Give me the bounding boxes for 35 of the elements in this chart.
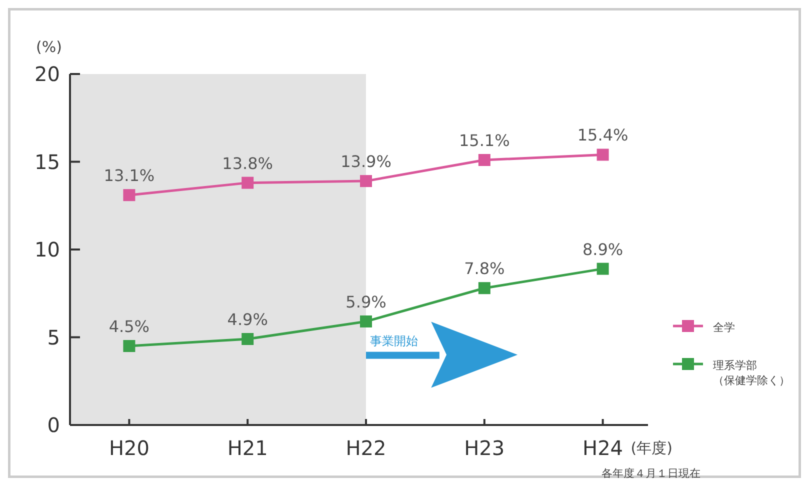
point — [596, 148, 609, 161]
text: 15.1% — [458, 130, 510, 150]
x-axis-title: (年度) — [630, 439, 673, 457]
text: 7.8% — [464, 259, 505, 278]
y-axis-title: (%) — [36, 38, 62, 56]
x-tick-label: H23 — [464, 436, 505, 460]
x-tick-label: H22 — [346, 436, 386, 460]
text: 8.9% — [582, 240, 624, 259]
point — [123, 340, 136, 352]
legend-label: 全学 — [713, 321, 735, 334]
y-tick-label: 15 — [34, 150, 60, 174]
point — [596, 262, 609, 275]
x-tick-label: H24 — [582, 436, 624, 460]
text: 5.9% — [346, 292, 386, 312]
y-tick-label: 10 — [34, 238, 60, 262]
legend-label: 理系学部（保健学除く） — [713, 359, 790, 387]
point — [360, 315, 372, 328]
point — [242, 176, 254, 189]
point — [123, 189, 136, 202]
text: 4.9% — [227, 310, 268, 330]
point — [478, 154, 490, 166]
text: 15.4% — [577, 126, 628, 145]
y-tick-label: 0 — [47, 413, 60, 437]
point — [360, 175, 372, 188]
annotation: 事業開始 — [370, 334, 418, 348]
point — [478, 282, 490, 294]
text: 13.8% — [222, 154, 274, 173]
point — [242, 333, 254, 346]
text: 13.1% — [104, 166, 155, 186]
text: 13.9% — [340, 152, 392, 172]
x-tick-label: H20 — [108, 436, 150, 460]
y-tick-label: 5 — [47, 325, 60, 350]
x-tick-label: H21 — [227, 436, 268, 460]
y-tick-label: 20 — [34, 62, 60, 86]
text: 4.5% — [108, 317, 150, 336]
